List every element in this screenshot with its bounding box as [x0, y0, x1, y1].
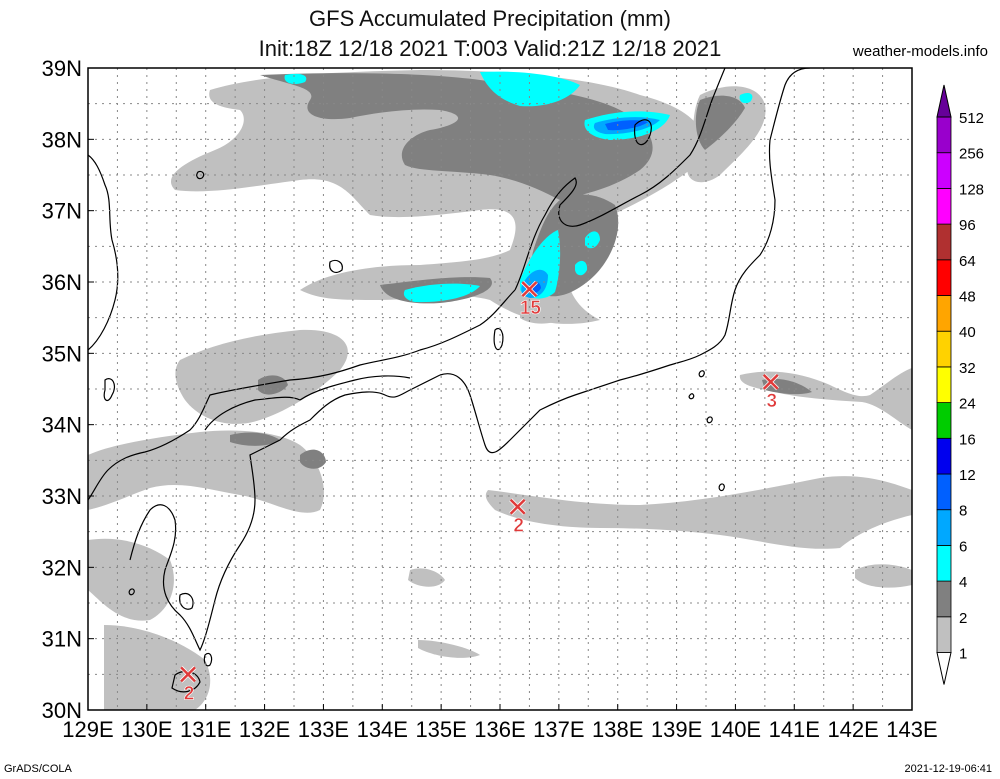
colorbar-segment: [936, 545, 952, 582]
x-tick-label: 132E: [239, 717, 290, 742]
colorbar-label: 16: [959, 431, 976, 448]
latitude-axis: 30N 31N 32N 33N 34N 35N 36N 37N 38N 39N: [42, 56, 94, 723]
colorbar-label: 40: [959, 324, 976, 341]
colorbar-segment: [936, 509, 952, 546]
colorbar-label: 512: [959, 110, 984, 127]
colorbar-label: 1: [959, 646, 967, 663]
x-tick-label: 139E: [651, 717, 702, 742]
map-title: GFS Accumulated Precipitation (mm): [309, 6, 671, 31]
colorbar-top-arrow: [936, 84, 952, 118]
colorbar-segment: [936, 259, 952, 296]
x-tick-label: 137E: [533, 717, 584, 742]
colorbar-label: 4: [959, 574, 967, 591]
colorbar-segment: [936, 295, 952, 332]
x-tick-label: 138E: [592, 717, 643, 742]
credit-label: GrADS/COLA: [4, 763, 72, 775]
colorbar-label: 12: [959, 467, 976, 484]
colorbar-segment: [936, 402, 952, 439]
colorbar-segment: [936, 616, 952, 653]
colorbar-segment: [936, 473, 952, 511]
marker-value: 2: [513, 516, 524, 537]
x-tick-label: 131E: [180, 717, 231, 742]
colorbar-label: 6: [959, 538, 967, 555]
colorbar-label: 2: [959, 610, 967, 627]
y-tick-label: 35N: [42, 341, 82, 366]
max-marker: 3: [762, 373, 780, 412]
colorbar-bottom-arrow: [936, 652, 952, 685]
colorbar-label: 8: [959, 503, 967, 520]
coastlines: [88, 68, 811, 652]
x-tick-label: 140E: [710, 717, 761, 742]
marker-value: 15: [520, 298, 542, 319]
longitude-axis: 129E 130E 131E 132E 133E 134E 135E 136E 137E 138E…: [62, 704, 938, 742]
y-tick-label: 38N: [42, 127, 82, 152]
colorbar-segment: [936, 152, 952, 189]
y-tick-label: 33N: [42, 484, 82, 509]
colorbar-segment: [936, 187, 952, 225]
max-marker: 2: [509, 498, 527, 537]
x-tick-label: 136E: [474, 717, 525, 742]
site-label: weather-models.info: [852, 43, 988, 60]
graticule-grid: [88, 68, 912, 710]
x-tick-label: 135E: [415, 717, 466, 742]
colorbar-segment: [936, 366, 952, 403]
colorbar-segment: [936, 330, 952, 368]
colorbar-label: 32: [959, 360, 976, 377]
colorbar-segment: [936, 223, 952, 261]
colorbar-label: 128: [959, 181, 984, 198]
y-tick-label: 31N: [42, 627, 82, 652]
x-tick-label: 143E: [886, 717, 937, 742]
y-tick-label: 39N: [42, 56, 82, 81]
max-markers: 15 2 3 2: [179, 280, 780, 705]
x-tick-label: 141E: [769, 717, 820, 742]
y-tick-label: 36N: [42, 270, 82, 295]
y-tick-label: 34N: [42, 413, 82, 438]
colorbar-segment: [936, 437, 952, 475]
timestamp-label: 2021-12-19-06:41: [904, 763, 992, 775]
colorbar-segment: [936, 580, 952, 618]
colorbar-label: 256: [959, 146, 984, 163]
x-tick-label: 130E: [121, 717, 172, 742]
colorbar-label: 64: [959, 253, 976, 270]
colorbar-label: 24: [959, 396, 976, 413]
colorbar-label: 48: [959, 289, 976, 306]
x-tick-label: 129E: [62, 717, 113, 742]
colorbar-segment: [936, 116, 952, 154]
max-marker: 15: [520, 280, 542, 319]
y-tick-label: 37N: [42, 199, 82, 224]
max-marker: 2: [179, 665, 197, 705]
y-tick-label: 30N: [42, 698, 82, 723]
marker-value: 2: [184, 683, 195, 704]
x-tick-label: 142E: [827, 717, 878, 742]
y-tick-label: 32N: [42, 555, 82, 580]
map-subtitle: Init:18Z 12/18 2021 T:003 Valid:21Z 12/1…: [258, 36, 722, 61]
marker-value: 3: [766, 391, 777, 412]
x-tick-label: 133E: [298, 717, 349, 742]
colorbar-label: 96: [959, 217, 976, 234]
x-tick-label: 134E: [357, 717, 408, 742]
